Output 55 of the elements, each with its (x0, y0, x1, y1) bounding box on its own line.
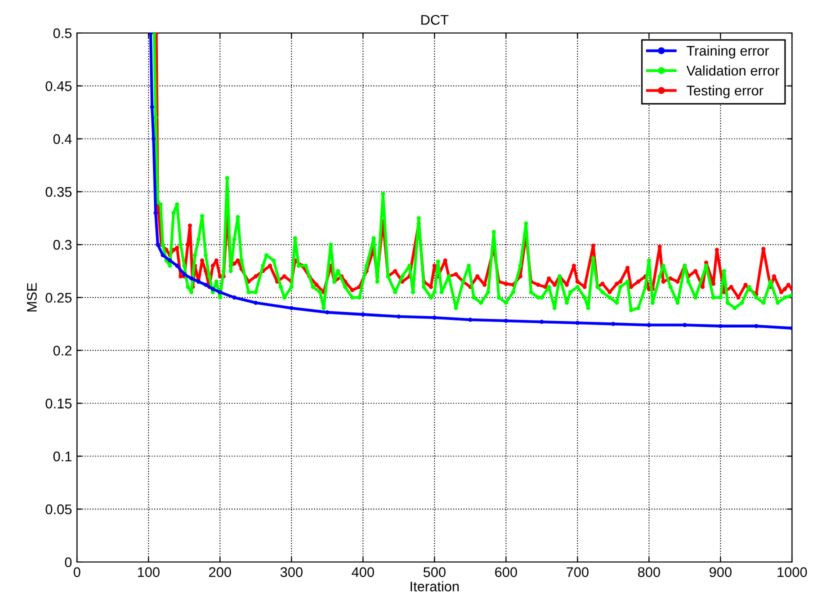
point (151, 136, 156, 141)
point (168, 258, 172, 263)
y-axis-title: MSE (26, 283, 37, 312)
y-tick-label: 0.1 (53, 452, 72, 462)
legend-label: Training error (686, 46, 769, 58)
point (210, 286, 215, 292)
chart-title: DCT (421, 14, 448, 25)
point (611, 322, 616, 326)
point (189, 276, 194, 281)
x-tick-label: 0 (74, 567, 80, 578)
x-tick-label: 600 (495, 567, 518, 578)
point (540, 320, 544, 324)
point (682, 322, 687, 328)
x-tick-label: 800 (638, 567, 660, 578)
point (360, 312, 366, 317)
point (150, 104, 154, 110)
y-tick-label: 0.35 (46, 187, 72, 197)
point (575, 320, 580, 325)
point (468, 318, 472, 322)
legend-label: Testing error (686, 85, 764, 98)
point (289, 306, 294, 310)
point (232, 295, 236, 300)
y-tick-label: 0 (64, 557, 72, 568)
x-tick-label: 200 (209, 567, 232, 578)
point (646, 322, 652, 328)
y-tick-label: 0.5 (53, 28, 72, 38)
point (325, 310, 330, 314)
point (718, 324, 723, 328)
point (204, 282, 208, 287)
x-tick-label: 500 (423, 567, 446, 578)
point (175, 264, 180, 268)
x-tick-label: 700 (566, 567, 589, 578)
point (160, 253, 165, 258)
y-tick-label: 0.3 (53, 240, 72, 250)
point (754, 324, 758, 328)
y-tick-label: 0.25 (46, 292, 72, 303)
y-tick-label: 0.05 (46, 504, 72, 514)
y-tick-label: 0.45 (46, 81, 72, 92)
x-tick-label: 400 (352, 567, 374, 578)
point (218, 290, 222, 294)
x-tick-label: 1000 (778, 567, 807, 578)
x-axis-title: Iteration (410, 581, 459, 592)
y-tick-label: 0.15 (46, 398, 72, 408)
point (396, 314, 401, 319)
point (154, 210, 158, 215)
point (504, 318, 508, 323)
x-tick-label: 900 (710, 567, 732, 578)
y-tick-label: 0.4 (53, 134, 72, 144)
point (254, 300, 258, 305)
point (156, 242, 160, 247)
y-tick-label: 0.2 (53, 346, 72, 356)
point (432, 316, 437, 320)
x-tick-label: 300 (280, 567, 303, 578)
legend-label: Validation error (686, 65, 780, 76)
x-tick-label: 100 (138, 567, 160, 578)
